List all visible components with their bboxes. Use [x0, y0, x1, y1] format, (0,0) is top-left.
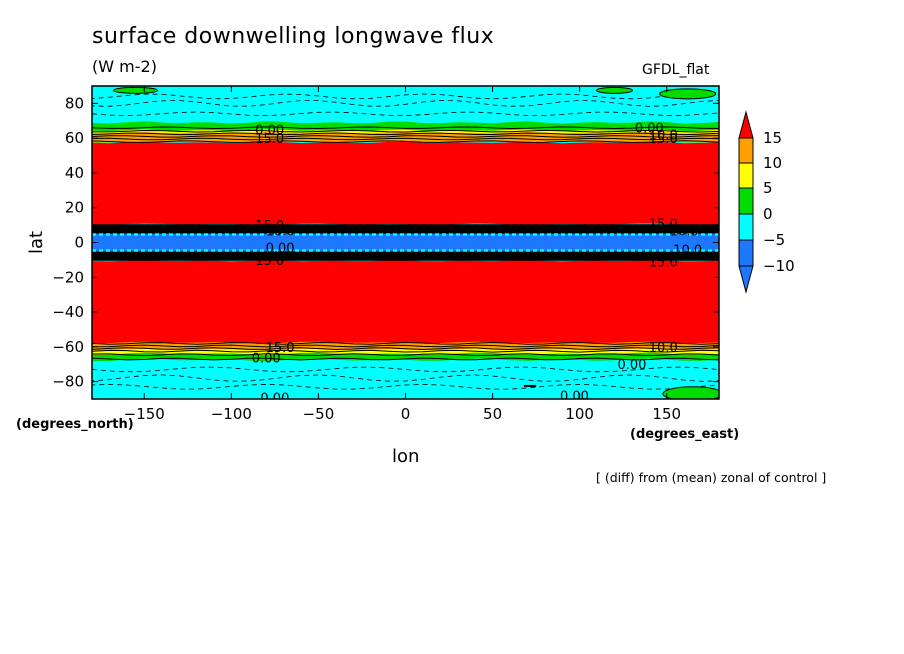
contour-label-0: 0.00: [255, 123, 284, 138]
contour-south-dashed-0: [92, 366, 719, 373]
contour-north-0: [92, 126, 719, 130]
x-axis-units: (degrees_east): [630, 427, 740, 442]
colorbar-extend-bottom: [738, 265, 754, 294]
band-north-contours: [92, 224, 719, 234]
contour-label-8: 10.0: [670, 224, 699, 239]
x-tick-label-3: 0: [401, 405, 411, 423]
contour-north-1: [92, 129, 719, 133]
colorbar-label-2: 5: [763, 179, 773, 197]
x-tick-label-6: 150: [652, 405, 681, 423]
contour-label-16: 0.00: [617, 358, 646, 373]
colorbar-swatch-2: [738, 187, 754, 215]
contour-label-5: 15.0: [255, 219, 284, 234]
y-tick-label-1: −60: [52, 338, 84, 356]
y-tick-label-0: −80: [52, 373, 84, 391]
contour-north-4: [92, 137, 719, 141]
colorbar-swatch-0: [738, 137, 754, 164]
axes: −150 −100 −50 0 50 100 150 −80 −60 −40 −20 0 20 40 60 8…: [52, 86, 719, 423]
colorbar: 15 10 5 0 −5 −10: [738, 110, 795, 294]
contour-south-5: [92, 357, 719, 361]
y-tick-label-5: 20: [65, 199, 84, 217]
patch-north-green-2: [596, 86, 633, 94]
chart-units: (W m-2): [92, 57, 157, 76]
colorbar-extend-top: [738, 110, 754, 139]
contour-north-5: [92, 140, 719, 143]
y-tick-label-8: 80: [65, 94, 84, 112]
contour-label-10: 10.0: [673, 243, 702, 258]
contour-label-11: 15.0: [255, 254, 284, 269]
contour-label-1: 0.00: [635, 122, 664, 137]
contour-north-dashed-1: [92, 99, 719, 107]
contour-label-4: 15.0: [649, 132, 678, 147]
contour-label-14: 10.0: [649, 341, 678, 356]
colorbar-label-5: −10: [763, 257, 795, 275]
contour-label-6: 15.0: [649, 217, 678, 232]
contour-label-7: 10.0: [266, 224, 295, 239]
contour-label-13: 15.0: [266, 341, 295, 356]
y-tick-label-4: 0: [74, 234, 84, 252]
y-tick-label-2: −40: [52, 303, 84, 321]
x-tick-label-2: −50: [303, 405, 335, 423]
contour-label-2: 10.0: [649, 129, 678, 144]
contour-south-4: [92, 353, 719, 357]
y-axis-units: (degrees_north): [16, 417, 134, 432]
x-tick-label-1: −100: [211, 405, 252, 423]
band-south-red: [92, 260, 719, 344]
colorbar-label-0: 15: [763, 129, 782, 147]
model-label: GFDL_flat: [642, 62, 710, 78]
y-tick-label-7: 60: [65, 129, 84, 147]
x-tick-label-5: 100: [565, 405, 594, 423]
contour-label-3: 15.0: [255, 132, 284, 147]
patch-south-green-1: [662, 386, 719, 399]
chart-title: surface downwelling longwave flux: [92, 24, 495, 49]
x-axis-label: lon: [392, 446, 420, 467]
band-north-red: [92, 141, 719, 225]
contour-label-17: 0.00: [260, 391, 289, 406]
contour-label-9: 0.00: [266, 242, 295, 257]
band-south-contours: [92, 251, 719, 261]
patch-north-green-3: [659, 88, 717, 100]
colorbar-label-1: 10: [763, 154, 782, 172]
footnote: [ (diff) from (mean) zonal of control ]: [596, 470, 827, 485]
y-tick-label-6: 40: [65, 164, 84, 182]
contour-south-1: [92, 344, 719, 348]
contour-south-2: [92, 347, 719, 351]
band-equatorial-blue: [92, 233, 719, 252]
contour-label-15: 0.00: [252, 351, 281, 366]
y-tick-label-3: −20: [52, 268, 84, 286]
colorbar-label-3: 0: [763, 205, 773, 223]
contour-north-3: [92, 135, 719, 138]
colorbar-label-4: −5: [763, 231, 785, 249]
contour-south-dashed-1: [92, 374, 719, 382]
contour-north-dashed-0: [92, 111, 719, 117]
contour-south-3: [92, 349, 719, 353]
contour-label-12: 15.0: [649, 256, 678, 271]
colorbar-swatch-1: [738, 162, 754, 189]
x-tick-label-4: 50: [483, 405, 502, 423]
contour-north-dashed-2: [92, 93, 719, 100]
contour-south-0: [92, 341, 719, 345]
contour-north-2: [92, 132, 719, 136]
colorbar-swatch-3: [738, 213, 754, 241]
contour-label-18: 0.00: [560, 390, 589, 405]
colorbar-swatch-4: [738, 239, 754, 267]
contour-south-dashed-2: [92, 383, 719, 390]
x-tick-label-0: −150: [124, 405, 165, 423]
patch-north-green-1: [113, 86, 159, 94]
